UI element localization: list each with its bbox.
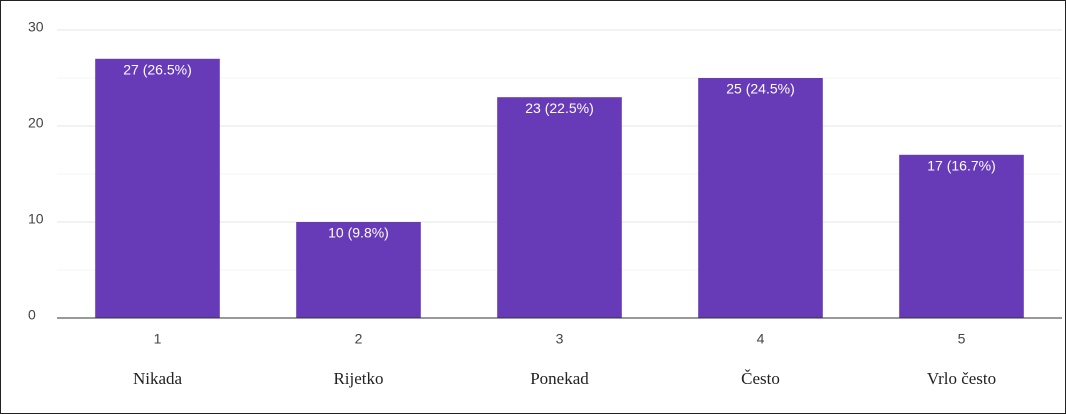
value-label: 17 (16.7%)	[927, 158, 995, 174]
x-tick-label: 2	[355, 331, 363, 347]
y-tick-label: 0	[28, 307, 36, 323]
y-tick-label: 20	[28, 115, 44, 131]
x-tick-label: 3	[556, 331, 564, 347]
value-label: 10 (9.8%)	[328, 225, 389, 241]
category-name: Vrlo često	[927, 369, 996, 388]
y-tick-label: 30	[28, 19, 44, 35]
x-tick-label: 4	[757, 331, 765, 347]
x-tick-label: 1	[154, 331, 162, 347]
category-name: Rijetko	[333, 369, 383, 388]
category-name: Često	[741, 369, 780, 388]
value-label: 23 (22.5%)	[525, 100, 593, 116]
bar	[899, 154, 1024, 318]
value-label: 27 (26.5%)	[123, 62, 191, 78]
bar	[95, 58, 220, 319]
value-label: 25 (24.5%)	[726, 81, 794, 97]
category-name: Nikada	[133, 369, 183, 388]
y-tick-label: 10	[28, 211, 44, 227]
x-tick-label: 5	[958, 331, 966, 347]
bar	[497, 97, 622, 318]
bar	[698, 78, 823, 318]
category-name: Ponekad	[530, 369, 589, 388]
bar	[296, 222, 421, 318]
